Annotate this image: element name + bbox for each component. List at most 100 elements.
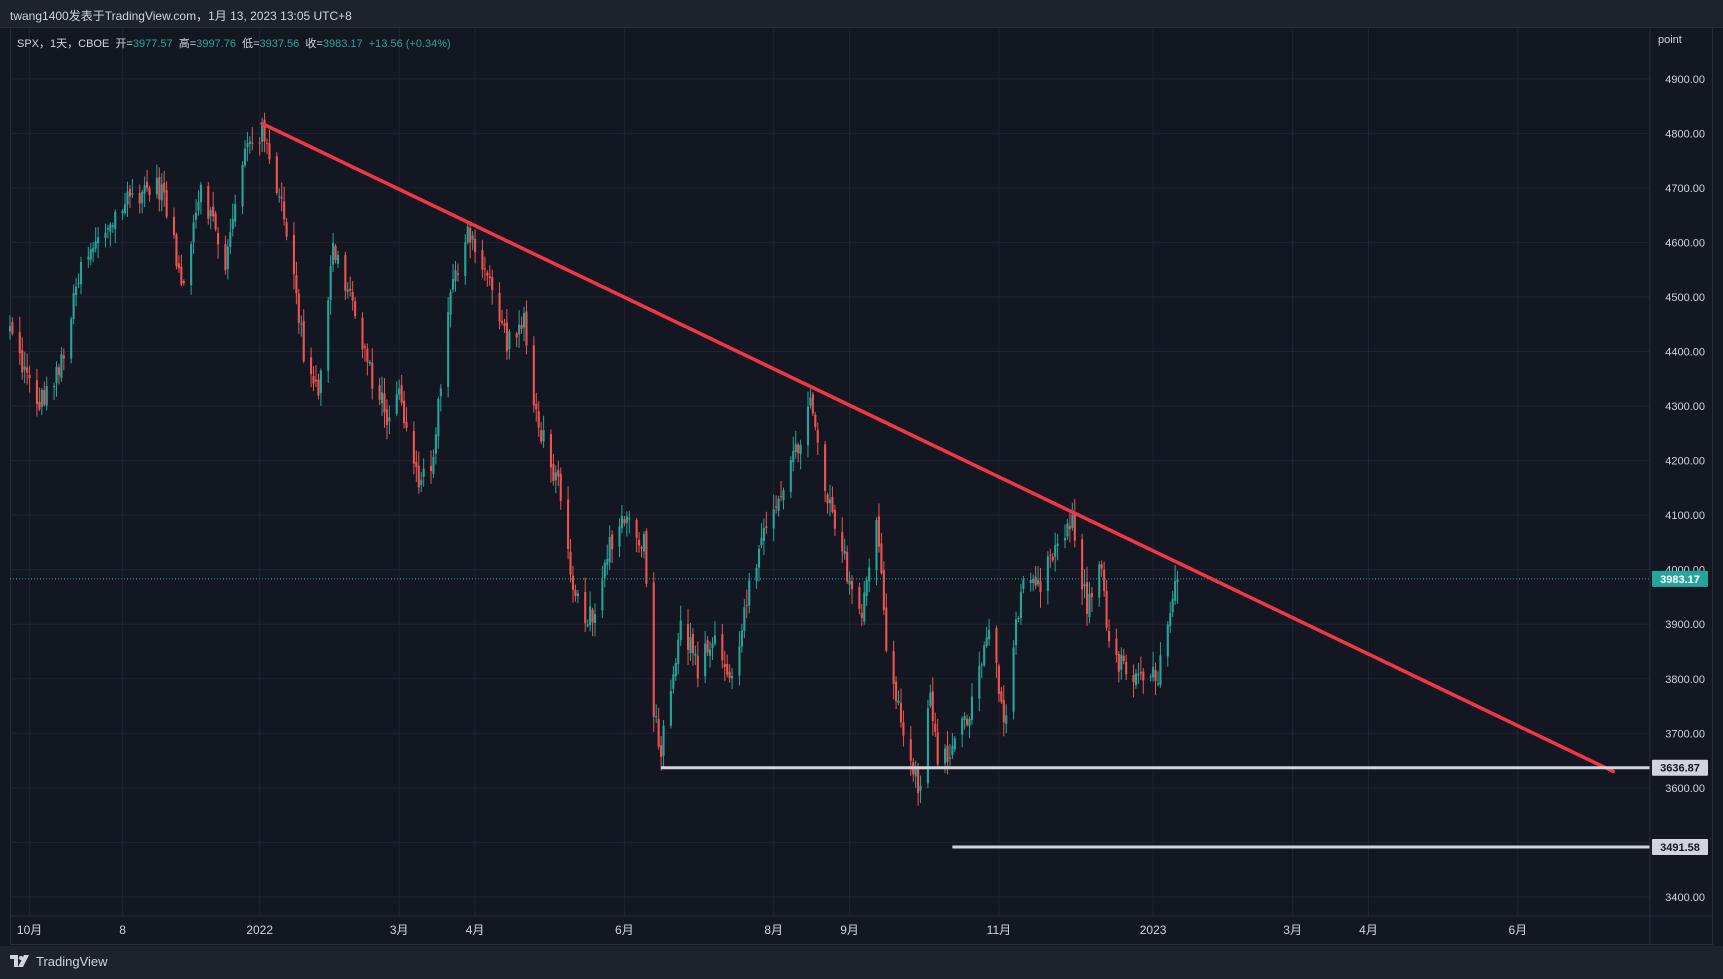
candle-body-down	[285, 222, 288, 237]
candle-body-up	[576, 593, 579, 597]
candle-body-up	[1159, 655, 1162, 685]
candle-body-down	[816, 430, 819, 443]
candle-body-down	[611, 534, 614, 550]
candle-body-down	[251, 142, 254, 144]
candle-body-up	[229, 232, 232, 247]
ohlc-legend[interactable]: SPX，1天，CBOE 开=3977.57 高=3997.76 低=3937.5…	[17, 35, 451, 51]
candle-body-up	[75, 286, 78, 295]
candle-body-up	[694, 653, 697, 656]
candle-body-up	[381, 392, 384, 404]
candle-body-down	[995, 627, 998, 663]
candle-body-up	[760, 537, 763, 546]
candle-body-up	[914, 769, 917, 777]
candle-body-down	[1090, 593, 1093, 597]
candle-body-down	[931, 691, 934, 721]
candle-body-up	[1149, 676, 1152, 678]
candle-body-down	[1073, 514, 1076, 541]
candle-body-up	[554, 472, 557, 481]
candle-body-up	[689, 637, 692, 654]
symbol-label[interactable]: SPX，1天，CBOE	[17, 38, 110, 50]
candle-body-up	[743, 607, 746, 631]
candle-body-down	[1105, 590, 1108, 628]
candle-body-down	[1034, 576, 1037, 586]
last-price-label: 3983.17	[1660, 574, 1700, 586]
candle-body-up	[248, 141, 251, 145]
candle-body-up	[395, 394, 398, 414]
candle-body-down	[310, 357, 313, 375]
candle-body-up	[332, 243, 335, 265]
time-tick-label: 3月	[1283, 923, 1302, 937]
candle-body-down	[1068, 525, 1071, 529]
candle-body-down	[1039, 581, 1042, 593]
candle-body-up	[1156, 683, 1160, 685]
candle-body-down	[846, 551, 849, 582]
candle-body-down	[885, 607, 888, 651]
price-tick-label: 4500.00	[1665, 292, 1705, 304]
candle-body-up	[94, 241, 97, 249]
candle-body-up	[1032, 578, 1035, 583]
candle-body-up	[1066, 523, 1069, 537]
close-value: 3983.17	[322, 38, 363, 50]
candle-body-down	[43, 390, 46, 405]
candle-body-up	[1169, 613, 1172, 627]
candle-body-down	[403, 400, 406, 424]
price-tags: 3636.87 3491.58 3983.17	[1652, 570, 1708, 855]
candle-body-up	[518, 324, 521, 335]
time-tick-label: 2022	[246, 923, 273, 937]
candle-body-down	[657, 719, 660, 747]
support-price-label-bg	[1652, 838, 1708, 855]
price-axis: 3400.003500.003600.003700.003800.003900.…	[1665, 74, 1705, 904]
candle-body-up	[1019, 592, 1022, 619]
candle-body-down	[540, 430, 543, 442]
candle-body-down	[1085, 582, 1089, 614]
candle-body-down	[824, 444, 827, 491]
candle-body-up	[961, 718, 964, 735]
candle-body-up	[199, 184, 202, 203]
candle-body-up	[300, 323, 303, 325]
candle-body-up	[1054, 545, 1057, 557]
candle-body-up	[1022, 579, 1025, 589]
candle-body-down	[349, 288, 352, 291]
candle-body-up	[674, 663, 677, 677]
candle-body-up	[92, 247, 95, 253]
footer: TradingView	[0, 946, 1723, 979]
candle-body-down	[57, 367, 61, 376]
price-tick-label: 4100.00	[1665, 510, 1705, 522]
price-tick-label: 4400.00	[1665, 347, 1705, 359]
candle-body-down	[917, 768, 920, 794]
candle-body-down	[415, 461, 418, 468]
candle-body-down	[1154, 669, 1157, 681]
candle-body-up	[126, 191, 129, 205]
candle-body-up	[865, 580, 868, 597]
candle-body-up	[963, 716, 966, 721]
candle-body-down	[966, 718, 969, 725]
candle-body-up	[951, 745, 954, 755]
candle-body-down	[158, 177, 161, 200]
candle-body-up	[875, 519, 878, 571]
candle-body-down	[877, 516, 881, 547]
candle-body-up	[346, 289, 349, 292]
low-label: 低=	[242, 38, 260, 50]
candle-body-down	[880, 543, 883, 574]
candle-body-down	[11, 322, 14, 334]
annotations	[260, 121, 1650, 849]
candle-body-up	[897, 700, 900, 703]
candle-body-up	[669, 691, 672, 726]
candle-body-up	[679, 620, 682, 641]
time-tick-label: 4月	[466, 923, 485, 937]
candle-body-up	[1071, 514, 1074, 528]
candle-body-up	[672, 674, 675, 689]
candle-body-up	[608, 537, 611, 563]
candle-body-down	[850, 580, 854, 590]
candle-body-down	[571, 575, 575, 590]
candle-body-up	[1046, 556, 1049, 592]
candle-body-down	[515, 333, 518, 338]
candle-body-up	[709, 649, 712, 656]
tradingview-brand[interactable]: TradingView	[10, 954, 108, 969]
candle-body-up	[755, 567, 758, 581]
candle-body-up	[471, 235, 474, 240]
candle-body-up	[968, 718, 971, 727]
candle-body-down	[297, 293, 300, 323]
candle-body-up	[143, 185, 146, 194]
